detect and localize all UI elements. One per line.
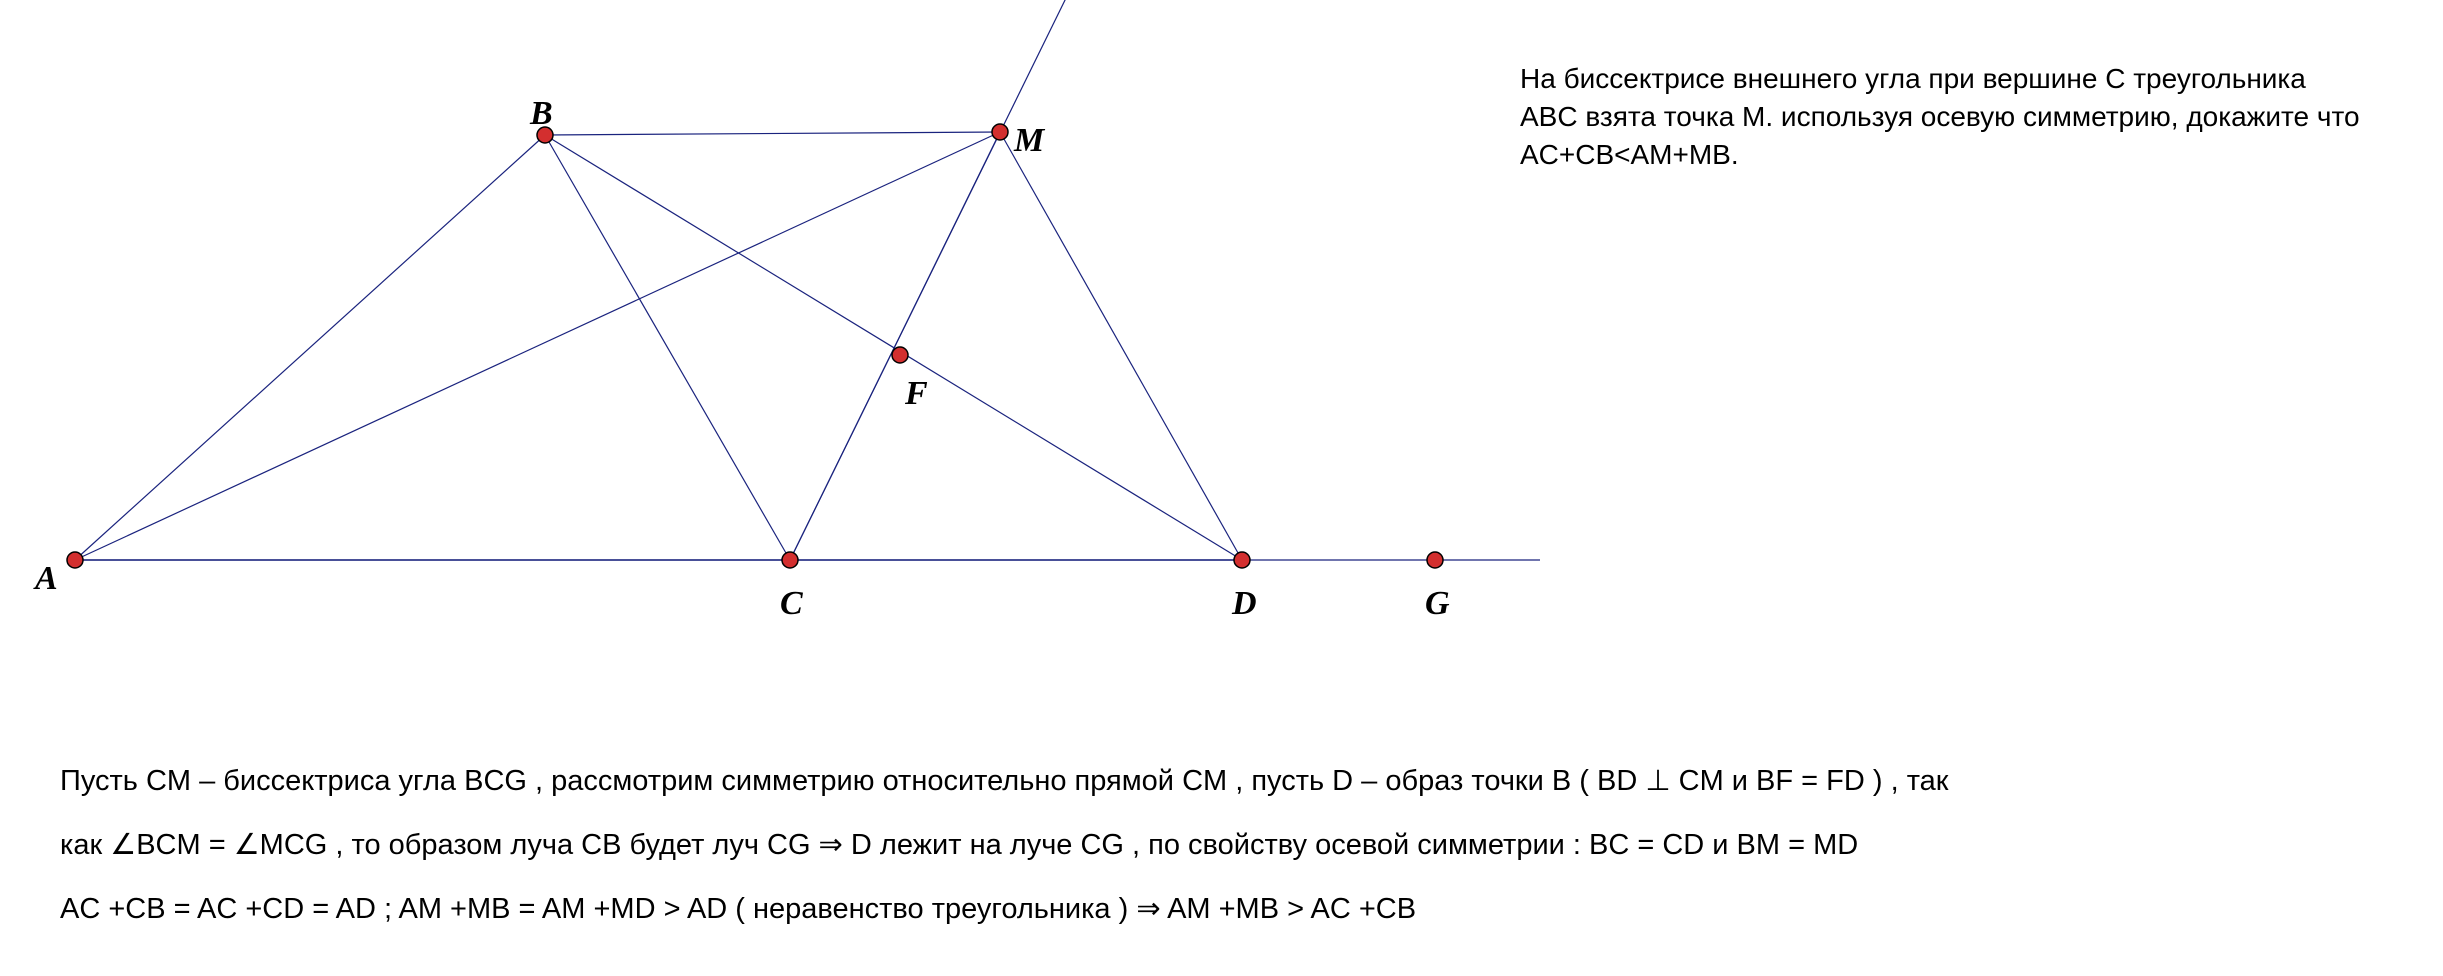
point-G bbox=[1427, 552, 1443, 568]
proof-line-3: AC +CB = AC +CD = AD ; AM +MB = AM +MD >… bbox=[60, 878, 2380, 942]
segment bbox=[75, 135, 545, 560]
point-label-B: B bbox=[530, 95, 553, 133]
lines-group bbox=[75, 0, 1540, 560]
points-group bbox=[67, 124, 1443, 568]
point-label-A: A bbox=[35, 560, 58, 598]
point-label-D: D bbox=[1232, 585, 1257, 623]
figure-container: A B C D G M F На биссектрисе внешнего угла при… bbox=[0, 0, 2443, 976]
point-F bbox=[892, 347, 908, 363]
segment bbox=[545, 135, 1242, 560]
proof-line-1: Пусть CM – биссектриса угла BCG , рассмо… bbox=[60, 750, 2380, 814]
point-label-F: F bbox=[905, 375, 928, 413]
segment bbox=[1000, 132, 1242, 560]
point-label-C: C bbox=[780, 585, 803, 623]
segment bbox=[545, 132, 1000, 135]
point-A bbox=[67, 552, 83, 568]
point-label-M: M bbox=[1014, 122, 1044, 160]
problem-statement: На биссектрисе внешнего угла при вершине… bbox=[1520, 60, 2370, 173]
segment bbox=[545, 135, 790, 560]
segment bbox=[790, 132, 1000, 560]
segment bbox=[790, 0, 1124, 560]
proof-line-2: как ∠BCM = ∠MCG , то образом луча CB буд… bbox=[60, 814, 2380, 878]
point-M bbox=[992, 124, 1008, 140]
proof-text: Пусть CM – биссектриса угла BCG , рассмо… bbox=[60, 750, 2380, 941]
point-label-G: G bbox=[1425, 585, 1450, 623]
segment bbox=[75, 132, 1000, 560]
point-D bbox=[1234, 552, 1250, 568]
point-C bbox=[782, 552, 798, 568]
